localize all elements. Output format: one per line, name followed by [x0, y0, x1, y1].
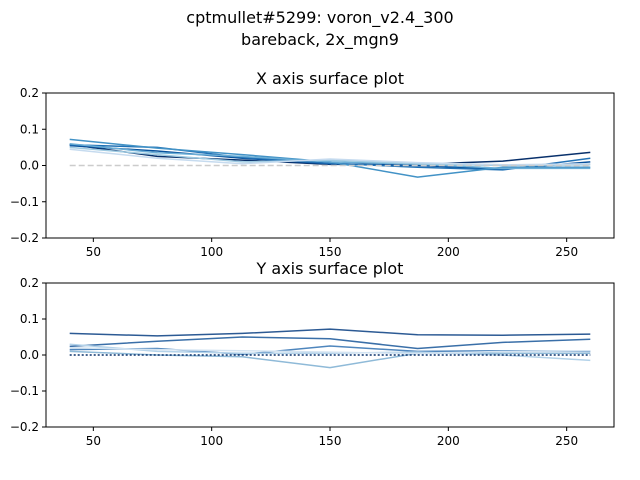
- y-plot-series-line-2: [69, 336, 591, 350]
- y-plot-title: Y axis surface plot: [256, 259, 404, 278]
- y-plot-series-line-6: [69, 347, 591, 355]
- x-plot-series-line-5: [69, 143, 591, 170]
- x-plot-ytick-label: 0.2: [20, 86, 39, 100]
- y-plot-series-line-1: [69, 328, 591, 337]
- x-plot-xtick-label: 100: [200, 245, 223, 259]
- y-plot-xtick-label: 200: [437, 434, 460, 448]
- y-plot-xtick-label: 100: [200, 434, 223, 448]
- x-plot-title: X axis surface plot: [256, 69, 404, 88]
- x-plot-series-line-4: [69, 138, 591, 178]
- figure-title: cptmullet#5299: voron_v2.4_300: [186, 8, 454, 27]
- x-plot-ytick-label: −0.1: [10, 195, 39, 209]
- y-plot-ytick-label: −0.1: [10, 384, 39, 398]
- y-plot-ytick-label: 0.2: [20, 276, 39, 290]
- y-plot-xtick-label: 150: [319, 434, 342, 448]
- y-plot-ytick-label: 0.0: [20, 348, 39, 362]
- x-plot-xtick-label: 250: [555, 245, 578, 259]
- y-plot-series-line-4: [69, 350, 591, 369]
- x-plot-ytick-label: −0.2: [10, 231, 39, 245]
- figure-subtitle: bareback, 2x_mgn9: [241, 30, 399, 49]
- x-plot-ytick-label: 0.1: [20, 122, 39, 136]
- x-plot-xtick-label: 50: [86, 245, 101, 259]
- y-plot-ytick-label: −0.2: [10, 420, 39, 434]
- x-plot-ytick-label: 0.0: [20, 159, 39, 173]
- y-plot-ytick-label: 0.1: [20, 312, 39, 326]
- x-plot-xtick-label: 200: [437, 245, 460, 259]
- y-plot-xtick-label: 250: [555, 434, 578, 448]
- y-plot-xtick-label: 50: [86, 434, 101, 448]
- x-plot-xtick-label: 150: [319, 245, 342, 259]
